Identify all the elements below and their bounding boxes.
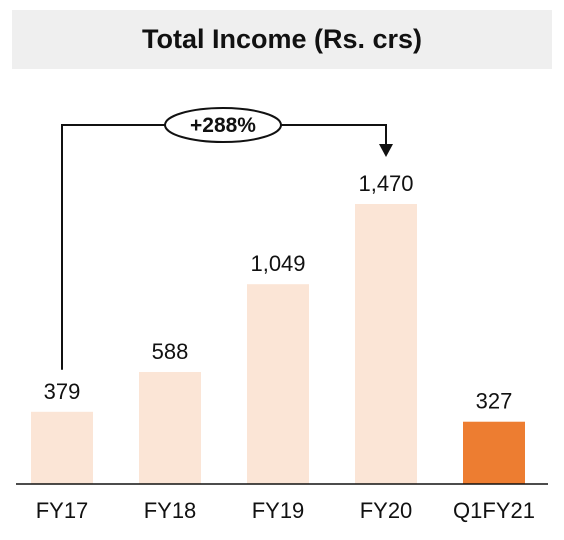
growth-badge-oval [164, 107, 282, 143]
x-tick-fy19: FY19 [252, 498, 305, 523]
bar-fy19 [247, 284, 309, 484]
growth-badge-text: +288% [190, 114, 256, 137]
x-tick-fy17: FY17 [36, 498, 89, 523]
bars-group: 379 588 1,049 1,470 327 [31, 171, 525, 484]
growth-arrow-head [379, 144, 393, 157]
data-label-fy20: 1,470 [358, 171, 413, 196]
bar-fy17 [31, 411, 93, 484]
chart-title-banner: Total Income (Rs. crs) [12, 10, 552, 69]
bar-fy18 [139, 372, 201, 484]
bar-fy20 [355, 204, 417, 484]
x-tick-fy18: FY18 [144, 498, 197, 523]
chart-title: Total Income (Rs. crs) [141, 24, 423, 54]
data-label-fy18: 588 [152, 339, 189, 364]
x-tick-labels: FY17 FY18 FY19 FY20 Q1FY21 [36, 498, 535, 523]
x-tick-q1fy21: Q1FY21 [453, 498, 535, 523]
data-label-fy19: 1,049 [250, 251, 305, 276]
growth-annotation: +288% [61, 107, 393, 370]
data-label-fy17: 379 [44, 379, 81, 404]
x-tick-fy20: FY20 [360, 498, 413, 523]
growth-bracket-line [61, 124, 387, 370]
data-label-q1fy21: 327 [476, 389, 513, 414]
bar-q1fy21 [463, 421, 525, 484]
